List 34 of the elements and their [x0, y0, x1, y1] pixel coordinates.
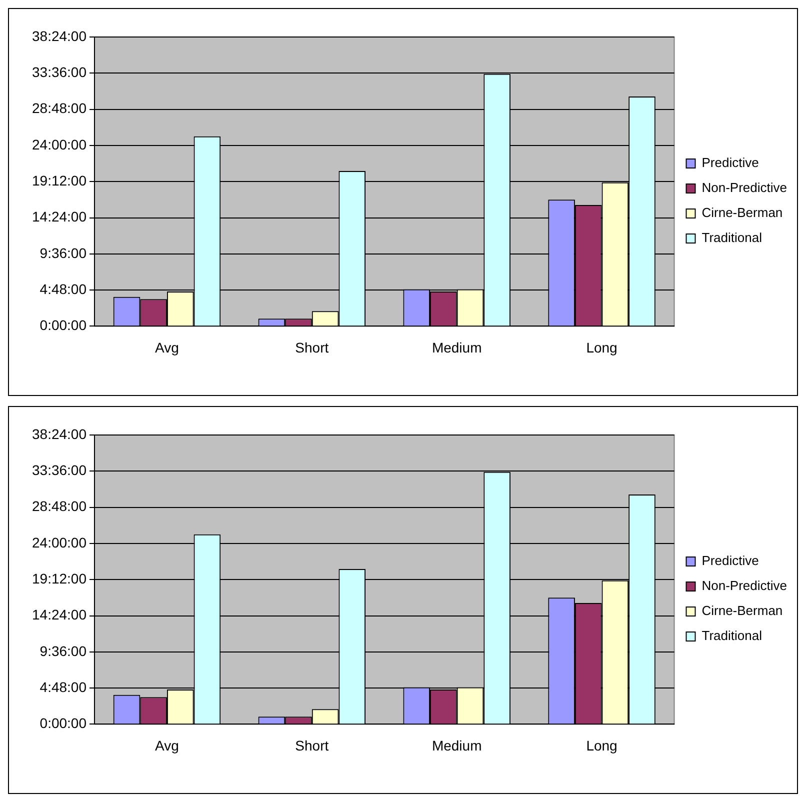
x-tick-label: Short: [295, 737, 329, 754]
legend-label: Predictive: [702, 155, 759, 170]
y-tick-label: 28:48:00: [32, 498, 87, 514]
x-tick-label: Avg: [155, 339, 179, 356]
y-tick-label: 14:24:00: [32, 208, 87, 225]
x-tick-label: Avg: [155, 737, 179, 754]
legend-label: Traditional: [702, 230, 762, 246]
y-tick-label: 33:36:00: [32, 462, 87, 478]
y-tick-label: 4:48:00: [40, 678, 87, 695]
x-tick-label: Short: [295, 339, 329, 356]
y-tick-label: 14:24:00: [32, 606, 87, 623]
y-tick-label: 24:00:00: [32, 136, 87, 152]
y-tick-label: 28:48:00: [32, 100, 87, 116]
y-tick-label: 38:24:00: [32, 426, 87, 442]
legend-label: Non-Predictive: [702, 578, 788, 594]
x-tick-label: Medium: [432, 339, 482, 356]
y-tick-label: 9:36:00: [40, 642, 87, 659]
legend-label: Predictive: [702, 553, 759, 568]
y-tick-label: 33:36:00: [32, 64, 87, 80]
legend-label: Cirne-Berman: [702, 603, 783, 618]
y-tick-label: 9:36:00: [40, 244, 87, 261]
y-tick-label: 19:12:00: [32, 172, 87, 188]
y-tick-label: 19:12:00: [32, 570, 87, 586]
legend-label: Non-Predictive: [702, 180, 788, 196]
y-tick-label: 24:00:00: [32, 534, 87, 550]
legend-label: Traditional: [702, 628, 762, 644]
legend-label: Cirne-Berman: [702, 205, 783, 220]
y-tick-label: 0:00:00: [40, 317, 87, 334]
y-tick-label: 4:48:00: [40, 280, 87, 297]
x-tick-label: Long: [586, 339, 618, 356]
x-tick-label: Long: [586, 737, 618, 754]
y-tick-label: 38:24:00: [32, 28, 87, 44]
y-tick-label: 0:00:00: [40, 715, 87, 732]
x-tick-label: Medium: [432, 737, 482, 754]
